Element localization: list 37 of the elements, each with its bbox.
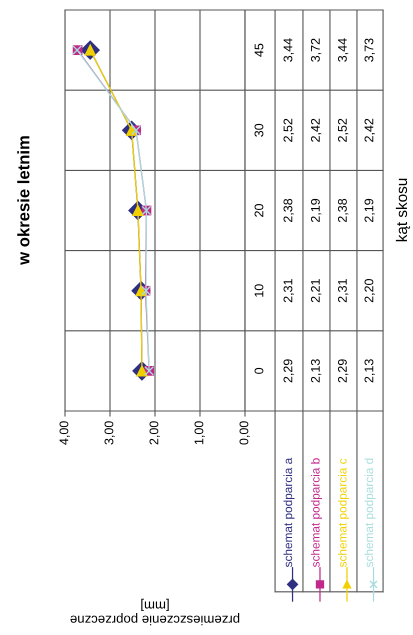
text: schemat podparcia a <box>284 458 295 568</box>
x-tick-label: 1,00 <box>194 421 205 444</box>
data-label: 2,13 <box>364 359 375 382</box>
data-label: 3,73 <box>364 38 375 62</box>
x-tick-label: 2,00 <box>150 421 160 444</box>
y-tick-label: 20 <box>254 204 264 217</box>
text: kąt skosu <box>396 178 410 242</box>
y-tick-label: 45 <box>254 44 264 57</box>
data-label: 2,19 <box>364 198 375 222</box>
data-label: 2,31 <box>284 279 294 302</box>
text: schemat podparcia c <box>338 458 349 568</box>
data-label: 3,44 <box>284 38 294 62</box>
data-label: 2,42 <box>310 118 322 142</box>
data-label: 3,44 <box>338 38 348 62</box>
text: przemieszczenie poprzeczne [mm] <box>70 598 240 626</box>
data-label: 3,72 <box>310 38 322 62</box>
data-label: 2,20 <box>364 279 375 302</box>
data-label: 2,52 <box>338 118 348 142</box>
data-label: 2,13 <box>310 359 322 382</box>
data-label: 2,38 <box>338 198 348 222</box>
text: schemat podparcia d <box>364 458 376 568</box>
data-label: 2,21 <box>310 279 322 302</box>
data-label: 2,38 <box>284 198 294 222</box>
x-tick-label: 4,00 <box>60 421 70 445</box>
text: schemat podparcia b <box>310 458 322 568</box>
y-tick-label: 10 <box>254 284 264 297</box>
data-label: 2,31 <box>338 279 348 302</box>
data-label: 2,29 <box>284 359 294 382</box>
y-tick-label: 0 <box>254 368 264 374</box>
text: w okresie letnim <box>17 136 30 265</box>
data-label: 2,19 <box>310 198 322 222</box>
x-tick-label: 0,00 <box>240 421 250 445</box>
x-tick-label: 3,00 <box>104 421 115 445</box>
data-label: 2,52 <box>284 118 294 142</box>
y-tick-label: 30 <box>254 124 264 137</box>
data-label: 2,29 <box>338 359 348 382</box>
data-label: 2,42 <box>364 118 375 142</box>
